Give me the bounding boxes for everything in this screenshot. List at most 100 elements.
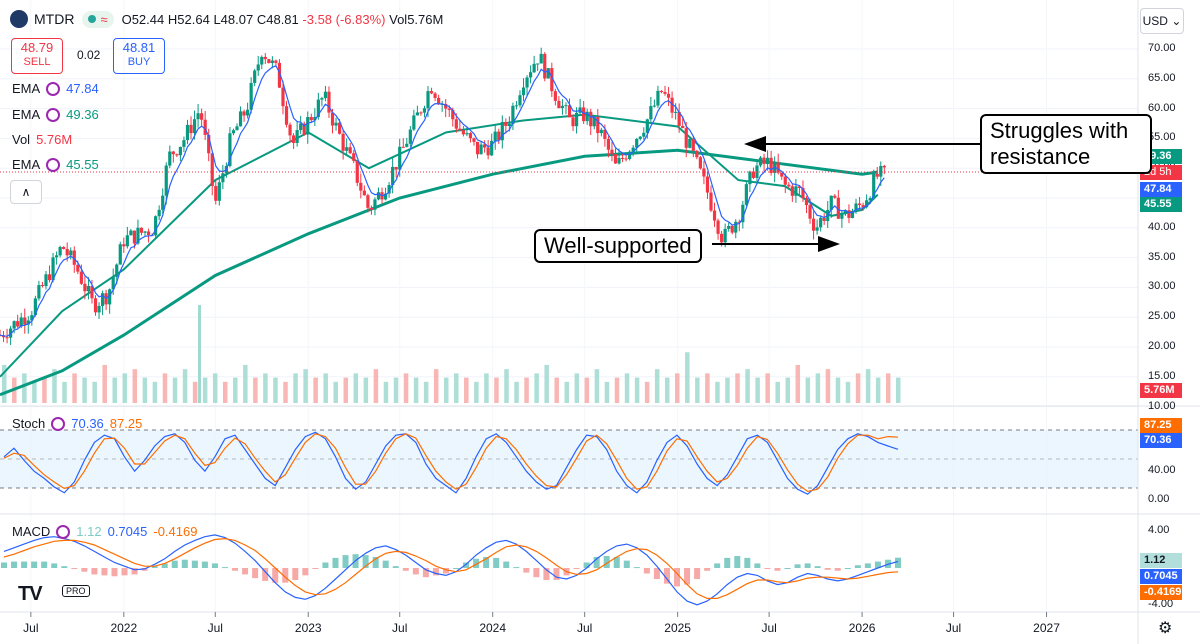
candle-body (260, 56, 264, 65)
candle-body (582, 107, 586, 122)
sell-button[interactable]: 48.79 SELL (11, 38, 63, 74)
volume-bar (795, 364, 801, 403)
indicator-settings-icon[interactable] (46, 157, 61, 172)
price-axis-label: 60.00 (1148, 101, 1176, 114)
macd-hist-bar (322, 562, 329, 568)
candle-body (833, 195, 837, 198)
volume-bar (403, 373, 409, 403)
candle-body (451, 109, 455, 120)
market-status-pill[interactable]: ≈ (82, 10, 114, 28)
macd-hist-bar (232, 568, 239, 571)
candle-body (790, 186, 794, 196)
volume-bar (454, 373, 459, 403)
legend-ema-fast[interactable]: EMA 47.84 (12, 81, 99, 96)
time-axis-label: 2024 (479, 621, 507, 635)
volume-bar (504, 369, 509, 403)
volume-bars (2, 305, 901, 403)
macd-hist-bar (754, 563, 761, 568)
candle-body (426, 91, 430, 109)
candle-body (369, 207, 374, 210)
candle-body (737, 221, 741, 223)
grid-lines (0, 48, 1138, 408)
currency-selector[interactable]: USD ⌄ (1140, 8, 1184, 34)
candle-body (543, 53, 547, 79)
volume-bar (514, 381, 519, 403)
candle-body (620, 157, 625, 159)
candle-body (645, 119, 649, 133)
candle-body (334, 122, 338, 126)
macd-hist-bar (473, 558, 480, 568)
candle-body (189, 124, 193, 134)
volume-bar (705, 373, 710, 403)
volume-bar (353, 373, 359, 403)
price-axis-label: 65.00 (1148, 71, 1176, 84)
legend-ema-slow[interactable]: EMA 45.55 (12, 157, 99, 172)
candle-body (136, 227, 140, 244)
legend-macd[interactable]: MACD 1.12 0.7045 -0.4169 (12, 524, 198, 539)
candle-body (192, 119, 197, 134)
candle-body (23, 317, 27, 325)
candle-body (376, 192, 381, 200)
time-axis-label: 2022 (110, 621, 138, 635)
stoch-axis-label: 0.00 (1148, 493, 1170, 505)
candle-body (808, 205, 812, 219)
x-axis-ticks (30, 612, 1048, 617)
legend-ema-mid[interactable]: EMA 49.36 (12, 107, 99, 122)
candle-body (468, 133, 473, 139)
candle-body (564, 105, 568, 107)
macd-hist-bar (874, 561, 881, 568)
macd-hist-bar (824, 568, 831, 570)
ema-mid-line (0, 113, 879, 378)
candle-body (688, 138, 692, 148)
candle-body (231, 130, 236, 134)
candle-body (882, 165, 886, 168)
candle-body (847, 210, 851, 218)
macd-hist-bar (422, 568, 429, 578)
candle-body (5, 337, 9, 339)
indicator-settings-icon[interactable] (46, 81, 61, 96)
candle-body (712, 210, 717, 221)
indicator-settings-icon[interactable] (56, 524, 71, 539)
candle-body (472, 138, 476, 142)
candle-body (709, 192, 713, 211)
indicator-settings-icon[interactable] (51, 416, 66, 431)
gear-icon[interactable]: ⚙ (1158, 620, 1173, 637)
candle-body (702, 168, 706, 177)
candle-body (210, 153, 214, 187)
volume-bar (363, 377, 369, 403)
macd-hist-bar (31, 561, 38, 568)
volume-bar (845, 381, 851, 403)
macd-hist-bar (854, 565, 861, 568)
volume-bar (82, 377, 87, 403)
legend-volume[interactable]: Vol 5.76M (12, 132, 73, 147)
candle-body (115, 264, 119, 277)
legend-stoch[interactable]: Stoch 70.36 87.25 (12, 416, 143, 431)
macd-hist-bar (332, 557, 339, 568)
candle-body (663, 92, 667, 94)
candle-body (716, 220, 720, 234)
macd-hist-bar (161, 563, 168, 568)
volume-bar (815, 373, 821, 403)
volume-bar (152, 381, 158, 403)
candle-body (125, 235, 129, 247)
candle-body (758, 157, 763, 166)
macd-hist-bar (593, 556, 600, 568)
time-axis-label: Jul (945, 621, 962, 635)
symbol-name[interactable]: MTDR (34, 11, 75, 27)
candle-body (684, 128, 688, 148)
candle-body (879, 165, 883, 177)
price-axis-label: 40.00 (1148, 220, 1176, 233)
macd-signal-line (3, 537, 899, 599)
candle-body (674, 111, 678, 113)
company-logo[interactable] (10, 10, 28, 28)
candle-body (659, 90, 664, 93)
macd-hist-bar (493, 557, 500, 568)
volume-bar (835, 377, 841, 403)
collapse-legend-button[interactable]: ∧ (10, 180, 42, 204)
indicator-settings-icon[interactable] (46, 107, 61, 122)
macd-axis-label: -4.00 (1148, 597, 1174, 610)
buy-button[interactable]: 48.81 BUY (113, 38, 165, 74)
candle-body (723, 228, 727, 243)
candle-body (642, 132, 646, 137)
